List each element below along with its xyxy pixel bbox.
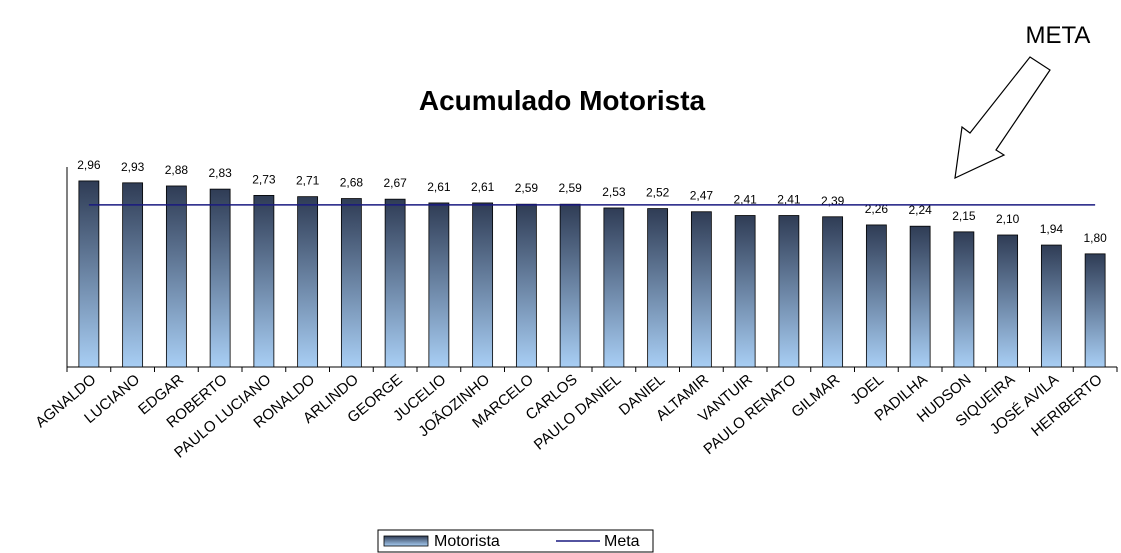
bar <box>997 234 1019 368</box>
bar <box>78 180 100 368</box>
value-label: 2,10 <box>996 212 1020 226</box>
bar <box>734 215 756 368</box>
legend-label: Meta <box>604 533 640 550</box>
bar <box>384 198 406 368</box>
value-label: 2,67 <box>383 176 407 190</box>
value-label: 2,59 <box>558 181 582 195</box>
x-tick-label: GILMAR <box>788 371 843 421</box>
bar <box>165 185 187 368</box>
annotation: META <box>1026 22 1091 49</box>
value-label: 2,26 <box>865 202 889 216</box>
value-label: 2,59 <box>515 181 539 195</box>
bar <box>1084 253 1106 368</box>
value-label: 1,80 <box>1083 231 1107 245</box>
value-label: 1,94 <box>1040 222 1064 236</box>
bar <box>647 208 669 368</box>
legend-label: Motorista <box>434 533 500 550</box>
chart-title: Acumulado Motorista <box>419 85 706 116</box>
bar <box>690 211 712 368</box>
value-label: 2,52 <box>646 186 670 200</box>
annotation-arrow <box>954 56 1051 180</box>
bar <box>122 182 144 368</box>
bar <box>778 215 800 368</box>
value-label: 2,15 <box>952 209 976 223</box>
value-label: 2,61 <box>427 180 451 194</box>
bar <box>209 188 231 368</box>
bar <box>428 202 450 368</box>
bar <box>865 224 887 368</box>
value-label: 2,68 <box>340 176 364 190</box>
value-label: 2,93 <box>121 160 145 174</box>
bar <box>1040 244 1062 368</box>
value-label: 2,71 <box>296 174 320 188</box>
value-label: 2,53 <box>602 185 626 199</box>
value-label: 2,88 <box>165 163 189 177</box>
legend-box <box>377 529 654 553</box>
bar <box>603 207 625 368</box>
value-label: 2,41 <box>777 193 801 207</box>
value-label: 2,83 <box>208 166 232 180</box>
bar <box>515 203 537 368</box>
value-label: 2,41 <box>733 193 757 207</box>
bar <box>472 202 494 368</box>
value-label: 2,96 <box>77 158 101 172</box>
bar <box>909 225 931 368</box>
bar <box>559 203 581 368</box>
value-label: 2,39 <box>821 194 845 208</box>
bar <box>297 196 319 368</box>
bar <box>340 198 362 368</box>
value-label: 2,24 <box>908 203 932 217</box>
bar <box>953 231 975 368</box>
legend-swatch <box>383 535 429 547</box>
value-label: 2,61 <box>471 180 495 194</box>
value-label: 2,47 <box>690 189 714 203</box>
legend: Motorista Meta <box>377 529 654 553</box>
value-label: 2,73 <box>252 172 276 186</box>
bar <box>253 194 275 368</box>
bar <box>822 216 844 368</box>
